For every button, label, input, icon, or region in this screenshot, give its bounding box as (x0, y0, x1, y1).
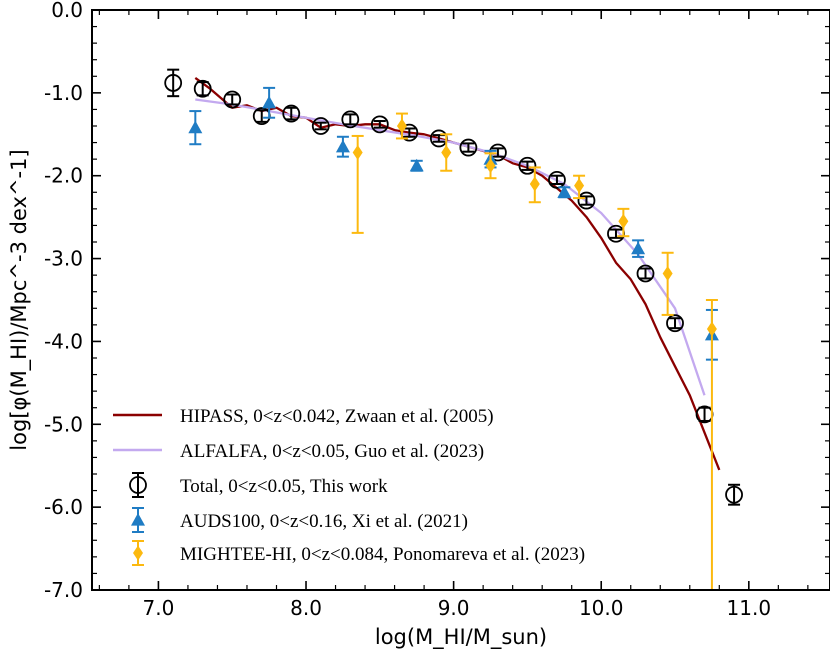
data-marks (164, 68, 743, 590)
data-point-3-2 (396, 118, 407, 134)
y-tick-label: -7.0 (44, 578, 83, 602)
data-point-2-3 (335, 139, 350, 153)
y-tick-label: -2.0 (44, 164, 83, 188)
data-point-1-11 (459, 138, 478, 157)
errorbar-1-1 (167, 68, 180, 98)
errorbar-1-15 (580, 195, 593, 206)
errorbar-1-4 (255, 109, 268, 123)
errorbar-1-2 (196, 81, 209, 97)
y-axis-title: log[φ(M_HI)/Mpc^-3 dex^-1] (7, 149, 32, 450)
y-axis: 0.0 -1.0 -2.0 -3.0 -4.0 -5.0 -6.0 -7.0 (44, 0, 830, 602)
legend-label: Total, 0<z<0.05, This work (180, 476, 388, 497)
data-point-3-4 (485, 158, 496, 174)
data-point-1-15 (577, 191, 596, 210)
data-point-2-4 (409, 158, 424, 172)
y-tick-label: -4.0 (44, 329, 83, 353)
data-point-1-20 (725, 485, 743, 504)
legend-marker (129, 476, 147, 494)
y-tick-label: -1.0 (44, 81, 83, 105)
x-axis: 7.0 8.0 9.0 10.0 11.0 (98, 10, 809, 620)
errorbar-1-6 (314, 121, 327, 131)
legend: HIPASS, 0<z<0.042, Zwaan et al. (2005) AL… (113, 406, 585, 566)
legend-entry-2: ALFALFA, 0<z<0.05, Guo et al. (2023) (113, 441, 484, 462)
legend-label: AUDS100, 0<z<0.16, Xi et al. (2021) (180, 511, 468, 532)
data-point-2-6 (557, 185, 572, 198)
y-tick-label: 0.0 (51, 0, 83, 22)
legend-entry-4: AUDS100, 0<z<0.16, Xi et al. (2021) (131, 507, 468, 533)
data-point-1-13 (518, 156, 537, 175)
plot-frame (91, 9, 830, 591)
y-tick-label: -5.0 (44, 412, 83, 436)
x-tick-label: 8.0 (290, 596, 322, 620)
legend-label: ALFALFA, 0<z<0.05, Guo et al. (2023) (180, 441, 484, 462)
series-line-2 (195, 98, 706, 396)
data-point-1-7 (341, 110, 360, 129)
errorbar-1-3 (226, 93, 239, 106)
y-tick-label: -6.0 (44, 495, 83, 519)
errorbar-1-13 (521, 160, 534, 171)
data-point-3-6 (574, 178, 585, 194)
data-point-1-14 (548, 170, 566, 189)
data-point-1-8 (370, 115, 389, 134)
legend-label: HIPASS, 0<z<0.042, Zwaan et al. (2005) (180, 406, 494, 427)
series-points-1 (164, 68, 743, 506)
data-point-3-1 (352, 145, 363, 161)
data-point-2-1 (188, 120, 203, 134)
errorbar-1-9 (403, 127, 416, 138)
data-point-1-6 (311, 117, 330, 135)
errorbar-1-16 (609, 228, 622, 239)
legend-marker (133, 545, 143, 561)
x-tick-label: 7.0 (143, 596, 175, 620)
errorbar-3-9 (705, 299, 718, 590)
data-point-1-2 (193, 79, 212, 98)
errorbar-1-12 (491, 147, 504, 158)
data-point-1-1 (164, 74, 183, 92)
data-point-3-8 (662, 265, 673, 281)
data-point-2-2 (262, 95, 277, 109)
plot-area (91, 9, 830, 591)
x-tick-label: 9.0 (438, 596, 470, 620)
data-point-3-3 (441, 145, 452, 161)
data-point-1-5 (282, 104, 301, 123)
errorbar-1-20 (728, 483, 741, 506)
data-point-3-5 (529, 176, 540, 192)
errorbar-1-17 (639, 267, 652, 280)
data-point-1-3 (223, 90, 242, 109)
series-points-2 (188, 86, 719, 361)
errorbar-1-7 (344, 113, 357, 126)
legend-label: MIGHTEE-HI, 0<z<0.084, Ponomareva et al.… (180, 544, 585, 565)
x-axis-title: log(M_HI/M_sun) (375, 625, 547, 650)
data-point-2-7 (631, 241, 646, 255)
errorbar-1-8 (373, 120, 386, 129)
legend-marker (131, 513, 145, 526)
errorbar-3-8 (661, 251, 674, 316)
errorbar-1-18 (669, 317, 682, 330)
legend-entry-1: HIPASS, 0<z<0.042, Zwaan et al. (2005) (113, 406, 494, 427)
x-tick-label: 10.0 (579, 596, 624, 620)
y-tick-label: -3.0 (44, 247, 83, 271)
data-point-3-7 (618, 213, 629, 229)
data-point-1-18 (666, 314, 684, 333)
errorbar-1-5 (285, 106, 298, 121)
x-tick-label: 11.0 (727, 596, 772, 620)
errorbar-1-14 (550, 174, 563, 185)
legend-entry-5: MIGHTEE-HI, 0<z<0.084, Ponomareva et al.… (132, 540, 585, 566)
legend-entry-3: Total, 0<z<0.05, This work (129, 472, 388, 498)
data-point-3-9 (706, 321, 717, 337)
errorbar-1-11 (462, 142, 475, 153)
series-points-3 (351, 112, 718, 590)
data-point-1-17 (636, 264, 655, 283)
